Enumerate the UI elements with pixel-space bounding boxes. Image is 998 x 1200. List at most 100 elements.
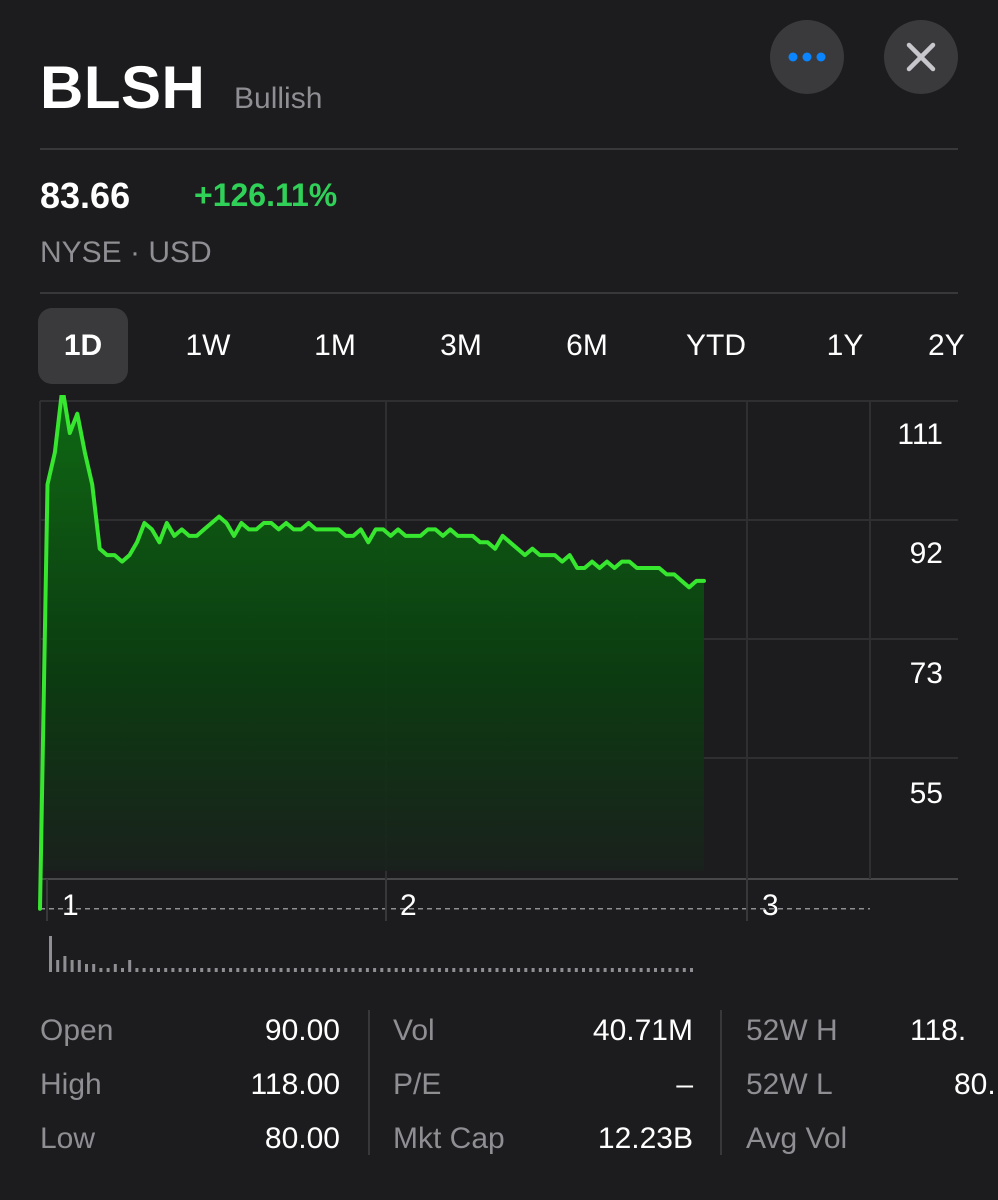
volume-bar bbox=[646, 968, 650, 972]
volume-bar bbox=[466, 968, 470, 972]
tab-ytd[interactable]: YTD bbox=[686, 329, 746, 362]
stat-label-open: Open bbox=[40, 1014, 114, 1047]
volume-bar bbox=[322, 968, 326, 972]
exchange-currency: NYSE · USD bbox=[40, 236, 212, 269]
volume-bar bbox=[603, 968, 607, 972]
tab-1w[interactable]: 1W bbox=[185, 329, 231, 362]
volume-bar bbox=[416, 968, 420, 972]
volume-bar bbox=[279, 968, 283, 972]
volume-bar bbox=[668, 968, 672, 972]
company-name: Bullish bbox=[234, 82, 323, 115]
y-tick-label: 92 bbox=[910, 537, 943, 570]
volume-bar bbox=[675, 968, 679, 972]
volume-bar bbox=[193, 968, 196, 972]
volume-bar bbox=[142, 968, 146, 972]
volume-bar bbox=[243, 968, 247, 972]
stat-label-volume: Vol bbox=[393, 1014, 435, 1047]
volume-bar bbox=[77, 960, 81, 972]
more-options-button[interactable] bbox=[770, 20, 844, 94]
volume-bar bbox=[56, 960, 60, 972]
close-button[interactable] bbox=[884, 20, 958, 94]
quote-divider bbox=[40, 292, 958, 294]
volume-bar bbox=[301, 968, 305, 972]
volume-bar bbox=[690, 968, 693, 972]
volume-bar bbox=[351, 968, 355, 972]
volume-bar bbox=[625, 968, 629, 972]
volume-bar bbox=[365, 968, 369, 972]
tab-1m[interactable]: 1M bbox=[314, 329, 356, 362]
volume-bar bbox=[106, 968, 110, 972]
volume-bar bbox=[632, 968, 636, 972]
volume-bar bbox=[149, 968, 153, 972]
stat-label-high: High bbox=[40, 1068, 102, 1101]
volume-bar bbox=[315, 968, 319, 972]
volume-bar bbox=[596, 968, 600, 972]
volume-bar bbox=[509, 968, 513, 972]
price-chart[interactable]: 111 92 73 55 1 2 3 bbox=[0, 395, 998, 985]
volume-bar bbox=[553, 968, 557, 972]
volume-bar bbox=[337, 968, 341, 972]
tab-3m[interactable]: 3M bbox=[440, 329, 482, 362]
tab-6m[interactable]: 6M bbox=[566, 329, 608, 362]
volume-bar bbox=[221, 968, 225, 972]
header-divider bbox=[40, 148, 958, 150]
volume-bar bbox=[344, 968, 348, 972]
close-icon bbox=[906, 42, 936, 72]
price-line bbox=[38, 395, 706, 911]
volume-bar bbox=[92, 964, 96, 972]
volume-bar bbox=[517, 968, 521, 972]
stat-value-low: 80.00 bbox=[264, 1122, 340, 1155]
stat-value-mkt-cap: 12.23B bbox=[597, 1122, 693, 1155]
stat-value-52w-high: 118. bbox=[910, 1016, 967, 1046]
volume-bar bbox=[293, 968, 297, 972]
volume-bar bbox=[214, 968, 218, 972]
volume-bar bbox=[164, 968, 168, 972]
volume-bar bbox=[63, 956, 67, 972]
volume-bar bbox=[567, 968, 571, 972]
volume-bar bbox=[272, 968, 276, 972]
stats-divider bbox=[368, 1010, 370, 1155]
volume-bar bbox=[70, 960, 74, 972]
tab-1y[interactable]: 1Y bbox=[826, 329, 864, 362]
volume-bar bbox=[618, 968, 621, 972]
volume-bars bbox=[49, 936, 693, 972]
volume-bar bbox=[589, 968, 593, 972]
stat-label-52w-low: 52W L bbox=[746, 1068, 833, 1101]
volume-bar bbox=[546, 968, 549, 972]
tab-1d[interactable]: 1D bbox=[38, 308, 128, 384]
price-area bbox=[40, 395, 704, 909]
volume-bar bbox=[459, 968, 463, 972]
volume-bar bbox=[437, 968, 441, 972]
volume-bar bbox=[430, 968, 434, 972]
stat-label-avg-vol: Avg Vol bbox=[746, 1122, 848, 1155]
volume-bar bbox=[157, 968, 160, 972]
x-tick-label: 2 bbox=[400, 889, 417, 922]
volume-bar bbox=[113, 964, 117, 972]
volume-bar bbox=[682, 968, 686, 972]
volume-bar bbox=[610, 968, 614, 972]
volume-bar bbox=[502, 968, 506, 972]
volume-bar bbox=[401, 968, 405, 972]
volume-bar bbox=[373, 968, 377, 972]
stat-value-52w-low: 80. bbox=[954, 1070, 996, 1100]
volume-bar bbox=[128, 960, 132, 972]
stat-value-open: 90.00 bbox=[264, 1014, 340, 1047]
stat-value-volume: 40.71M bbox=[592, 1014, 693, 1047]
volume-bar bbox=[49, 936, 52, 972]
volume-bar bbox=[185, 968, 189, 972]
stat-label-low: Low bbox=[40, 1122, 96, 1155]
stat-label-mkt-cap: Mkt Cap bbox=[393, 1122, 505, 1155]
volume-bar bbox=[200, 968, 204, 972]
volume-bar bbox=[387, 968, 391, 972]
tab-2y[interactable]: 2Y bbox=[928, 329, 965, 362]
stat-label-pe: P/E bbox=[393, 1068, 442, 1101]
stat-label-52w-high: 52W H bbox=[746, 1014, 838, 1047]
stat-value-high: 118.00 bbox=[250, 1068, 340, 1101]
volume-bar bbox=[308, 968, 312, 972]
volume-bar bbox=[286, 968, 290, 972]
y-tick-label: 55 bbox=[910, 777, 943, 810]
volume-bar bbox=[257, 968, 261, 972]
x-tick-label: 3 bbox=[762, 889, 779, 922]
volume-bar bbox=[538, 968, 542, 972]
percent-change: +126.11% bbox=[194, 177, 338, 213]
